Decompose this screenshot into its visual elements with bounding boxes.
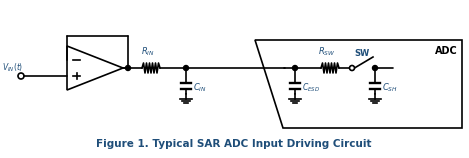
Text: Figure 1. Typical SAR ADC Input Driving Circuit: Figure 1. Typical SAR ADC Input Driving …	[96, 139, 372, 149]
Circle shape	[349, 66, 355, 70]
Circle shape	[293, 66, 297, 70]
Text: SW: SW	[355, 49, 370, 58]
Text: $C_{SH}$: $C_{SH}$	[382, 82, 398, 94]
Text: $R_{SW}$: $R_{SW}$	[318, 46, 336, 58]
Text: $V_{IN}(t)$: $V_{IN}(t)$	[2, 61, 23, 74]
Text: $R_{IN}$: $R_{IN}$	[141, 46, 155, 58]
Circle shape	[372, 66, 378, 70]
Text: $C_{IN}$: $C_{IN}$	[193, 82, 207, 94]
Circle shape	[126, 66, 130, 70]
Text: $C_{ESD}$: $C_{ESD}$	[302, 82, 320, 94]
Circle shape	[183, 66, 189, 70]
Text: ADC: ADC	[435, 46, 458, 56]
